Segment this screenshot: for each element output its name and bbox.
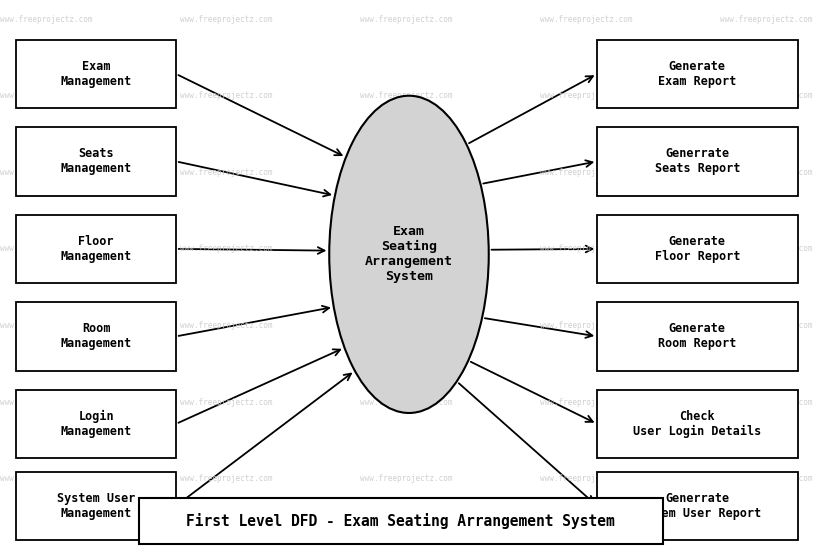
Text: Exam
Management: Exam Management	[61, 60, 132, 88]
Text: www.freeprojectz.com: www.freeprojectz.com	[720, 91, 812, 100]
Text: www.freeprojectz.com: www.freeprojectz.com	[360, 321, 452, 330]
Text: Generate
Floor Report: Generate Floor Report	[654, 235, 740, 263]
FancyBboxPatch shape	[16, 127, 176, 196]
Text: www.freeprojectz.com: www.freeprojectz.com	[360, 474, 452, 483]
FancyBboxPatch shape	[139, 498, 663, 544]
Text: First Level DFD - Exam Seating Arrangement System: First Level DFD - Exam Seating Arrangeme…	[187, 513, 615, 529]
FancyBboxPatch shape	[597, 472, 798, 540]
Text: www.freeprojectz.com: www.freeprojectz.com	[180, 321, 272, 330]
Text: Generrate
System User Report: Generrate System User Report	[633, 492, 762, 520]
Text: www.freeprojectz.com: www.freeprojectz.com	[0, 168, 92, 177]
Text: Seats
Management: Seats Management	[61, 147, 132, 176]
Text: Floor
Management: Floor Management	[61, 235, 132, 263]
Text: Exam
Seating
Arrangement
System: Exam Seating Arrangement System	[365, 225, 453, 283]
Text: www.freeprojectz.com: www.freeprojectz.com	[540, 15, 632, 24]
Text: www.freeprojectz.com: www.freeprojectz.com	[540, 245, 632, 253]
Text: Generate
Room Report: Generate Room Report	[658, 322, 736, 351]
Text: www.freeprojectz.com: www.freeprojectz.com	[360, 91, 452, 100]
Text: Room
Management: Room Management	[61, 322, 132, 351]
Text: www.freeprojectz.com: www.freeprojectz.com	[0, 245, 92, 253]
Text: www.freeprojectz.com: www.freeprojectz.com	[720, 15, 812, 24]
FancyBboxPatch shape	[597, 40, 798, 108]
FancyBboxPatch shape	[16, 40, 176, 108]
Text: www.freeprojectz.com: www.freeprojectz.com	[720, 398, 812, 406]
Text: www.freeprojectz.com: www.freeprojectz.com	[0, 398, 92, 406]
Text: www.freeprojectz.com: www.freeprojectz.com	[0, 474, 92, 483]
FancyBboxPatch shape	[597, 214, 798, 283]
Text: www.freeprojectz.com: www.freeprojectz.com	[360, 15, 452, 24]
Text: Check
User Login Details: Check User Login Details	[633, 410, 762, 438]
Text: Generrate
Seats Report: Generrate Seats Report	[654, 147, 740, 176]
Text: www.freeprojectz.com: www.freeprojectz.com	[0, 321, 92, 330]
Text: www.freeprojectz.com: www.freeprojectz.com	[720, 474, 812, 483]
Text: www.freeprojectz.com: www.freeprojectz.com	[180, 168, 272, 177]
FancyBboxPatch shape	[597, 389, 798, 458]
Text: www.freeprojectz.com: www.freeprojectz.com	[540, 91, 632, 100]
FancyBboxPatch shape	[597, 127, 798, 196]
FancyBboxPatch shape	[16, 389, 176, 458]
Text: www.freeprojectz.com: www.freeprojectz.com	[540, 168, 632, 177]
FancyBboxPatch shape	[16, 472, 176, 540]
FancyBboxPatch shape	[597, 302, 798, 371]
Text: www.freeprojectz.com: www.freeprojectz.com	[180, 398, 272, 406]
Text: www.freeprojectz.com: www.freeprojectz.com	[180, 15, 272, 24]
Text: www.freeprojectz.com: www.freeprojectz.com	[720, 245, 812, 253]
Text: www.freeprojectz.com: www.freeprojectz.com	[0, 15, 92, 24]
FancyBboxPatch shape	[16, 214, 176, 283]
Text: www.freeprojectz.com: www.freeprojectz.com	[720, 321, 812, 330]
Text: www.freeprojectz.com: www.freeprojectz.com	[540, 398, 632, 406]
Text: www.freeprojectz.com: www.freeprojectz.com	[360, 168, 452, 177]
Text: www.freeprojectz.com: www.freeprojectz.com	[180, 91, 272, 100]
Text: www.freeprojectz.com: www.freeprojectz.com	[360, 245, 452, 253]
Text: www.freeprojectz.com: www.freeprojectz.com	[360, 398, 452, 406]
Text: Login
Management: Login Management	[61, 410, 132, 438]
Text: www.freeprojectz.com: www.freeprojectz.com	[0, 91, 92, 100]
FancyBboxPatch shape	[16, 302, 176, 371]
Text: www.freeprojectz.com: www.freeprojectz.com	[540, 321, 632, 330]
Text: www.freeprojectz.com: www.freeprojectz.com	[180, 245, 272, 253]
Ellipse shape	[329, 96, 489, 413]
Text: Generate
Exam Report: Generate Exam Report	[658, 60, 736, 88]
Text: www.freeprojectz.com: www.freeprojectz.com	[540, 474, 632, 483]
Text: www.freeprojectz.com: www.freeprojectz.com	[180, 474, 272, 483]
Text: System User
Management: System User Management	[57, 492, 135, 520]
Text: www.freeprojectz.com: www.freeprojectz.com	[720, 168, 812, 177]
